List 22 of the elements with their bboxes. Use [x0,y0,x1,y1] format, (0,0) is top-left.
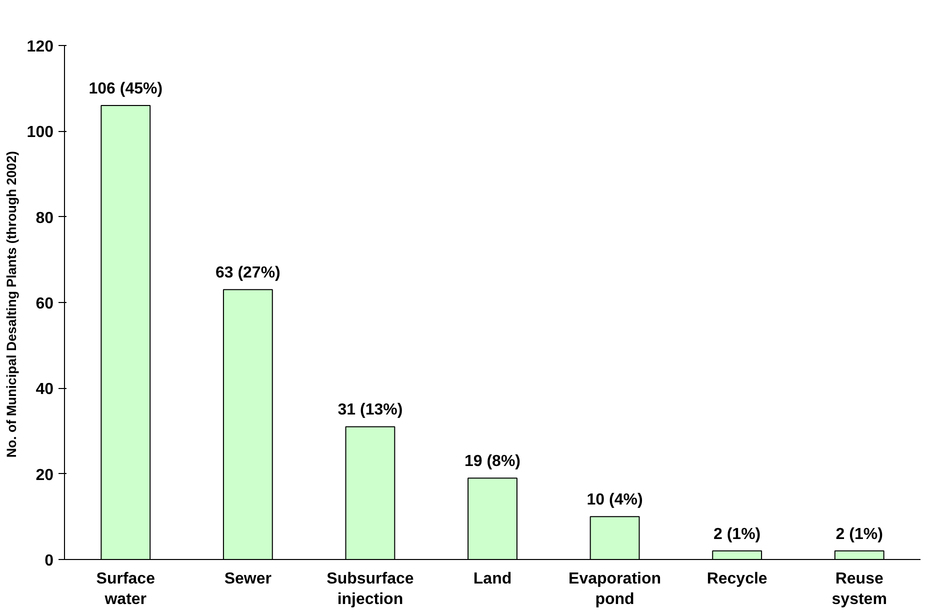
data-label: 2 (1%) [836,526,883,543]
data-label: 31 (13%) [338,402,403,419]
data-label: 106 (45%) [88,80,163,98]
data-label: 10 (4%) [586,492,643,509]
x-tick-label: Land [473,570,512,588]
x-tick-label: Recycle [706,570,768,588]
y-tick-label: 100 [26,124,54,142]
x-tick-label: Reuse system [832,570,887,608]
data-label: 19 (8%) [464,453,521,470]
x-tick-label: Evaporation pond [568,570,662,608]
y-tick-label: 40 [36,381,54,398]
data-label: 2 (1%) [714,526,761,543]
x-tick-label: Sewer [224,570,272,588]
data-label: 63 (27%) [215,264,280,282]
x-tick-label: Surface water [96,570,156,608]
y-tick-label: 20 [36,466,54,484]
y-tick-label: 60 [36,296,54,312]
x-tick-label: Subsurface injection [326,570,414,608]
y-tick-label: 0 [44,552,54,570]
y-tick-label: 120 [26,38,54,56]
y-axis-title: No. of Municipal Desalting Plants (through 2002) [4,151,19,458]
y-tick-label: 80 [36,210,54,227]
